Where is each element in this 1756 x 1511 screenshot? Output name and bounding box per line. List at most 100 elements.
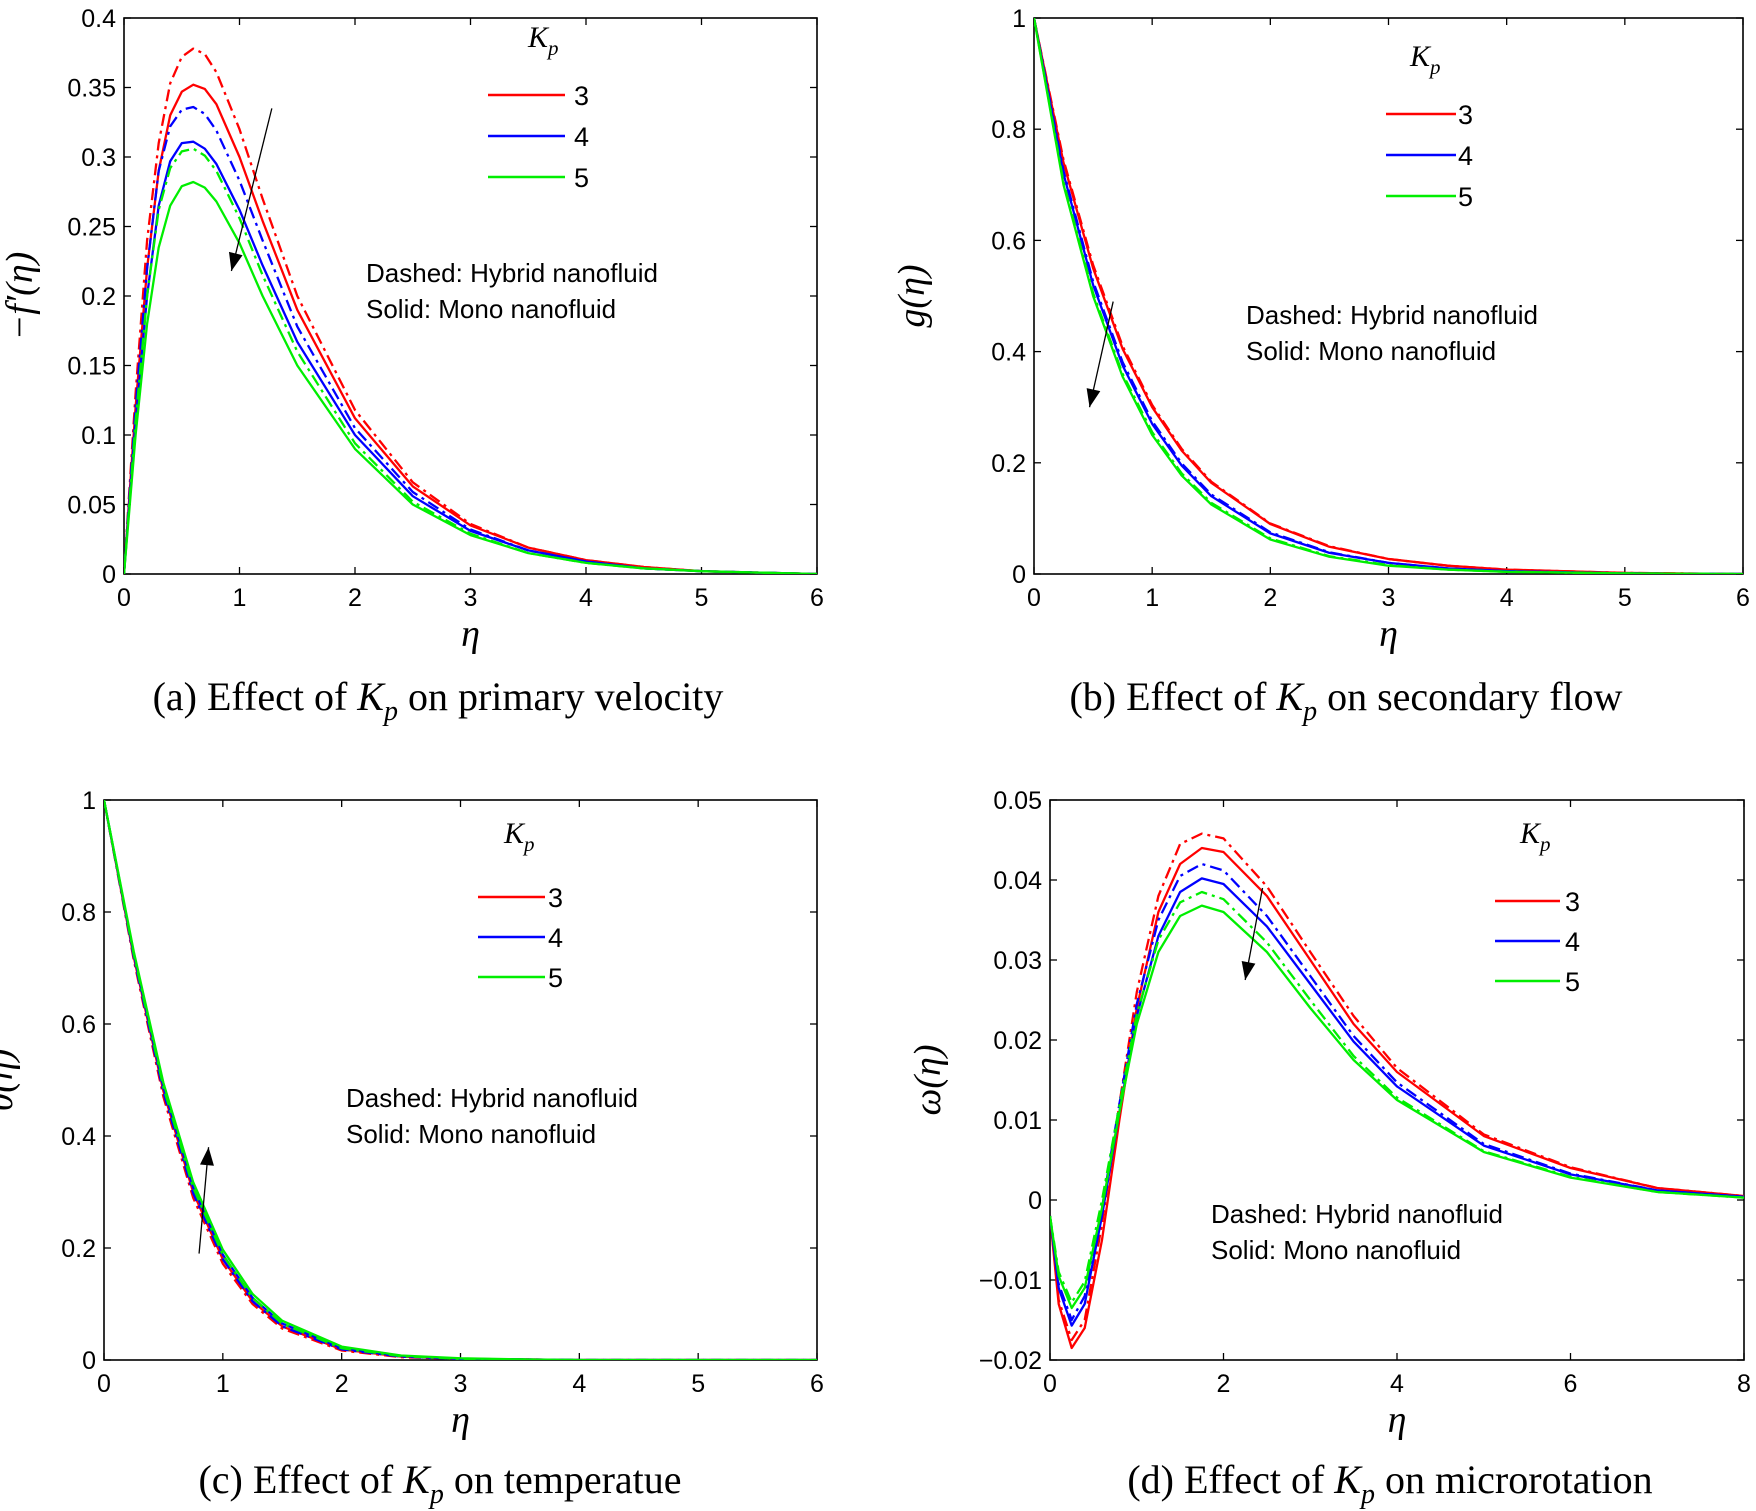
x-tick-label: 3 [454,1370,468,1398]
x-tick-label: 0 [1043,1370,1057,1398]
annotation-line: Solid: Mono nanofluid [366,294,616,324]
caption-symbol: K [356,674,386,719]
legend-title: Kp [1409,40,1441,79]
caption-subscript: p [1359,1479,1375,1510]
y-tick-label: 0.1 [81,422,116,450]
annotation-line: Solid: Mono nanofluid [346,1119,596,1149]
y-tick-label: 1 [82,787,96,815]
x-tick-label: 2 [335,1370,349,1398]
chart-panel-a: 0 1 2 3 4 5 6 0 0.05 0.1 0.15 0.2 0.25 0.3 0.35 0.4 η −f′… [0,5,824,727]
y-tick-label: 1 [1012,5,1026,33]
x-tick-label: 4 [579,584,593,612]
chart-panel-b: 0 1 2 3 4 5 6 0 0.2 0.4 0.6 0.8 1 η g(η) Kp 3 4 5 Dashed: H… [891,5,1750,727]
panel-caption: (d) Effect of Kp on microrotation [1127,1457,1652,1510]
y-tick-label: 0.4 [61,1123,96,1151]
y-tick-label: 0.4 [991,339,1026,367]
legend-label-3: 3 [574,81,589,111]
legend-label-3: 3 [1565,887,1580,917]
y-tick-label: 0 [1012,561,1026,589]
caption-suffix: on primary velocity [398,674,723,719]
y-tick-label: 0.05 [993,787,1042,815]
annotation-line: Dashed: Hybrid nanofluid [1211,1199,1503,1229]
y-tick-label: 0.2 [991,450,1026,478]
series-line-3-solid [1050,846,1744,1350]
x-tick-label: 0 [117,584,131,612]
chart-panel-d: 0 2 4 6 8 −0.02 −0.01 0 0.01 0.02 0.03 0.04 0.05 η ω(η… [907,787,1751,1510]
series-line-4-solid [1050,877,1744,1327]
y-tick-label: 0.01 [993,1107,1042,1135]
x-tick-label: 2 [348,584,362,612]
y-tick-label: 0.04 [993,867,1042,895]
x-tick-label: 4 [1500,584,1514,612]
series-line-5-dashdot [1050,890,1744,1304]
series-line-5-solid [1050,904,1744,1310]
trend-arrow-head-icon [1241,961,1256,980]
y-tick-label: 0.8 [991,116,1026,144]
annotation-line: Dashed: Hybrid nanofluid [1246,300,1538,330]
trend-arrow-head-icon [199,1147,214,1166]
caption-suffix: on microrotation [1375,1457,1653,1502]
plot-frame [123,17,818,575]
y-tick-label: 0.2 [61,1235,96,1263]
x-axis-label: η [1388,1399,1407,1441]
x-tick-label: 1 [216,1370,230,1398]
caption-subscript: p [1301,696,1317,727]
x-tick-label: 1 [233,584,247,612]
legend-title: Kp [527,21,559,60]
caption-subscript: p [428,1479,444,1510]
y-axis-label: g(η) [891,264,933,327]
y-tick-label: 0 [1028,1187,1042,1215]
y-axis-label: θ(η) [0,1049,21,1112]
annotation-line: Dashed: Hybrid nanofluid [366,258,658,288]
chart-panel-c: 0 1 2 3 4 5 6 0 0.2 0.4 0.6 0.8 1 η θ(η) Kp 3 4 5 Dashed: H… [0,787,824,1510]
x-tick-label: 5 [695,584,709,612]
caption-text: (a) Effect of [153,674,358,719]
series-group [124,47,817,574]
panel-caption: (a) Effect of Kp on primary velocity [153,674,724,727]
x-tick-label: 5 [1618,584,1632,612]
x-tick-label: 3 [464,584,478,612]
x-tick-label: 2 [1263,584,1277,612]
x-axis-label: η [461,613,480,655]
legend-label-4: 4 [548,923,563,953]
legend-label-3: 3 [1458,100,1473,130]
y-tick-label: 0.03 [993,947,1042,975]
y-tick-label: 0.15 [67,353,116,381]
series-line-3-dashdot [1034,18,1743,574]
x-tick-label: 6 [810,1370,824,1398]
plot-frame [1049,799,1745,1361]
y-tick-label: 0.3 [81,144,116,172]
trend-arrow-shaft [230,108,273,272]
panel-caption: (b) Effect of Kp on secondary flow [1069,674,1622,727]
series-line-5-dashdot [104,800,817,1360]
series-line-3-dashdot [1050,832,1744,1342]
caption-suffix: on secondary flow [1317,674,1623,719]
y-tick-label: 0 [102,561,116,589]
legend-label-3: 3 [548,883,563,913]
caption-symbol: K [402,1457,432,1502]
x-tick-label: 6 [1736,584,1750,612]
x-tick-label: 1 [1145,584,1159,612]
caption-text: (c) Effect of [198,1457,403,1502]
y-tick-label: −0.01 [979,1267,1042,1295]
plot-frame [103,799,818,1361]
legend-label-5: 5 [1458,182,1473,212]
x-axis-label: η [451,1399,470,1441]
trend-arrow-head-icon [228,251,243,271]
caption-subscript: p [382,696,398,727]
y-axis-label: −f′(η) [0,252,41,341]
x-tick-label: 0 [1027,584,1041,612]
panel-caption: (c) Effect of Kp on temperatue [198,1457,681,1510]
x-tick-label: 6 [810,584,824,612]
y-tick-label: 0.4 [81,5,116,33]
caption-text: (d) Effect of [1127,1457,1334,1502]
x-tick-label: 2 [1217,1370,1231,1398]
legend-label-5: 5 [548,963,563,993]
series-line-5-solid [1034,18,1743,574]
y-tick-label: 0.2 [81,283,116,311]
series-line-4-dashdot [1050,862,1744,1322]
x-tick-label: 6 [1564,1370,1578,1398]
series-group [104,800,817,1360]
x-tick-label: 4 [572,1370,586,1398]
